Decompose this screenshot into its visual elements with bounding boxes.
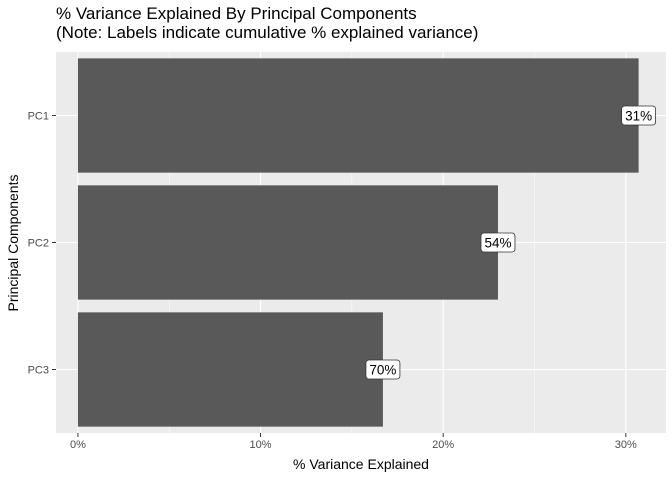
data-label-box [480,232,516,253]
x-tick-label: 30% [615,439,637,451]
data-label-pc1: 31% [621,105,657,126]
x-axis: 0% 10% 20% 30% [70,433,637,451]
bar-pc1 [77,58,639,173]
data-label-box [621,105,657,126]
chart-title-line1: % Variance Explained By Principal Compon… [56,4,417,23]
x-tick-label: 20% [432,439,454,451]
data-label-pc3: 70% [365,359,401,380]
bar-pc2 [77,185,498,300]
x-axis-title: % Variance Explained [293,456,429,472]
x-tick-label: 0% [70,439,86,451]
y-axis-title: Principal Components [5,175,21,312]
data-labels-group: 31% 54% 70% [365,105,657,380]
bars-group [77,58,639,427]
y-axis: PC1 PC2 PC3 [28,111,56,377]
y-tick-label-pc3: PC3 [28,365,49,377]
y-tick-label-pc2: PC2 [28,238,49,250]
data-label-pc2: 54% [480,232,516,253]
data-label-box [365,359,401,380]
chart-title: % Variance Explained By Principal Compon… [56,4,478,42]
y-tick-label-pc1: PC1 [28,111,49,123]
chart-subtitle: (Note: Labels indicate cumulative % expl… [56,23,479,42]
x-tick-label: 10% [250,439,272,451]
data-label-text: 70% [369,363,396,378]
data-label-text: 31% [625,109,652,124]
bar-pc3 [77,312,383,427]
data-label-text: 54% [484,236,511,251]
